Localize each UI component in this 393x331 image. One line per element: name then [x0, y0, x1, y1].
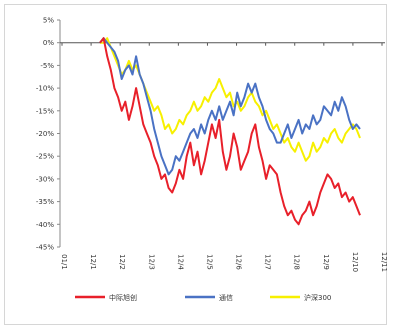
y-tick-label: -35% [36, 198, 54, 206]
x-tick-label: 12/1 [89, 254, 97, 270]
y-tick-label: -10% [36, 85, 54, 93]
legend-label: 沪深300 [304, 293, 331, 302]
y-tick-label: -30% [36, 175, 54, 183]
x-tick-label: 12/7 [264, 254, 272, 270]
y-tick-label: 5% [43, 17, 54, 25]
x-tick-label: 12/8 [293, 254, 301, 270]
y-axis: 5% 0% -5% -10% -15% -20% -25% -30% -35% -40% -45% [36, 17, 61, 252]
x-tick-label: 12/6 [235, 254, 243, 270]
y-tick-label: -20% [36, 130, 54, 138]
y-tick-label: -45% [36, 244, 54, 252]
x-tick-label: 12/2 [118, 254, 126, 270]
y-tick-label: -5% [40, 62, 54, 70]
y-tick-label: 0% [43, 39, 54, 47]
y-tick-label: -25% [36, 153, 54, 161]
x-axis: 01/1 12/1 12/2 12/3 12/4 12/5 12/6 12/7 12/8 12/9… [60, 42, 388, 272]
legend-label: 通信 [219, 293, 233, 302]
x-tick-label: 12/4 [176, 254, 184, 270]
x-tick-label: 12/11 [380, 252, 388, 272]
x-tick-label: 01/1 [60, 254, 68, 270]
legend-label: 中际旭创 [109, 293, 137, 302]
x-tick-label: 12/10 [351, 252, 359, 272]
series-line-0 [99, 37, 361, 226]
x-tick-label: 12/5 [205, 254, 213, 270]
series-line-1 [99, 37, 361, 176]
legend: 中际旭创 通信 沪深300 [75, 293, 331, 302]
x-tick-label: 12/3 [147, 254, 155, 270]
y-tick-label: -15% [36, 107, 54, 115]
plot-area [99, 37, 361, 226]
y-tick-label: -40% [36, 221, 54, 229]
chart-frame [4, 4, 387, 325]
x-tick-label: 12/9 [322, 254, 330, 270]
